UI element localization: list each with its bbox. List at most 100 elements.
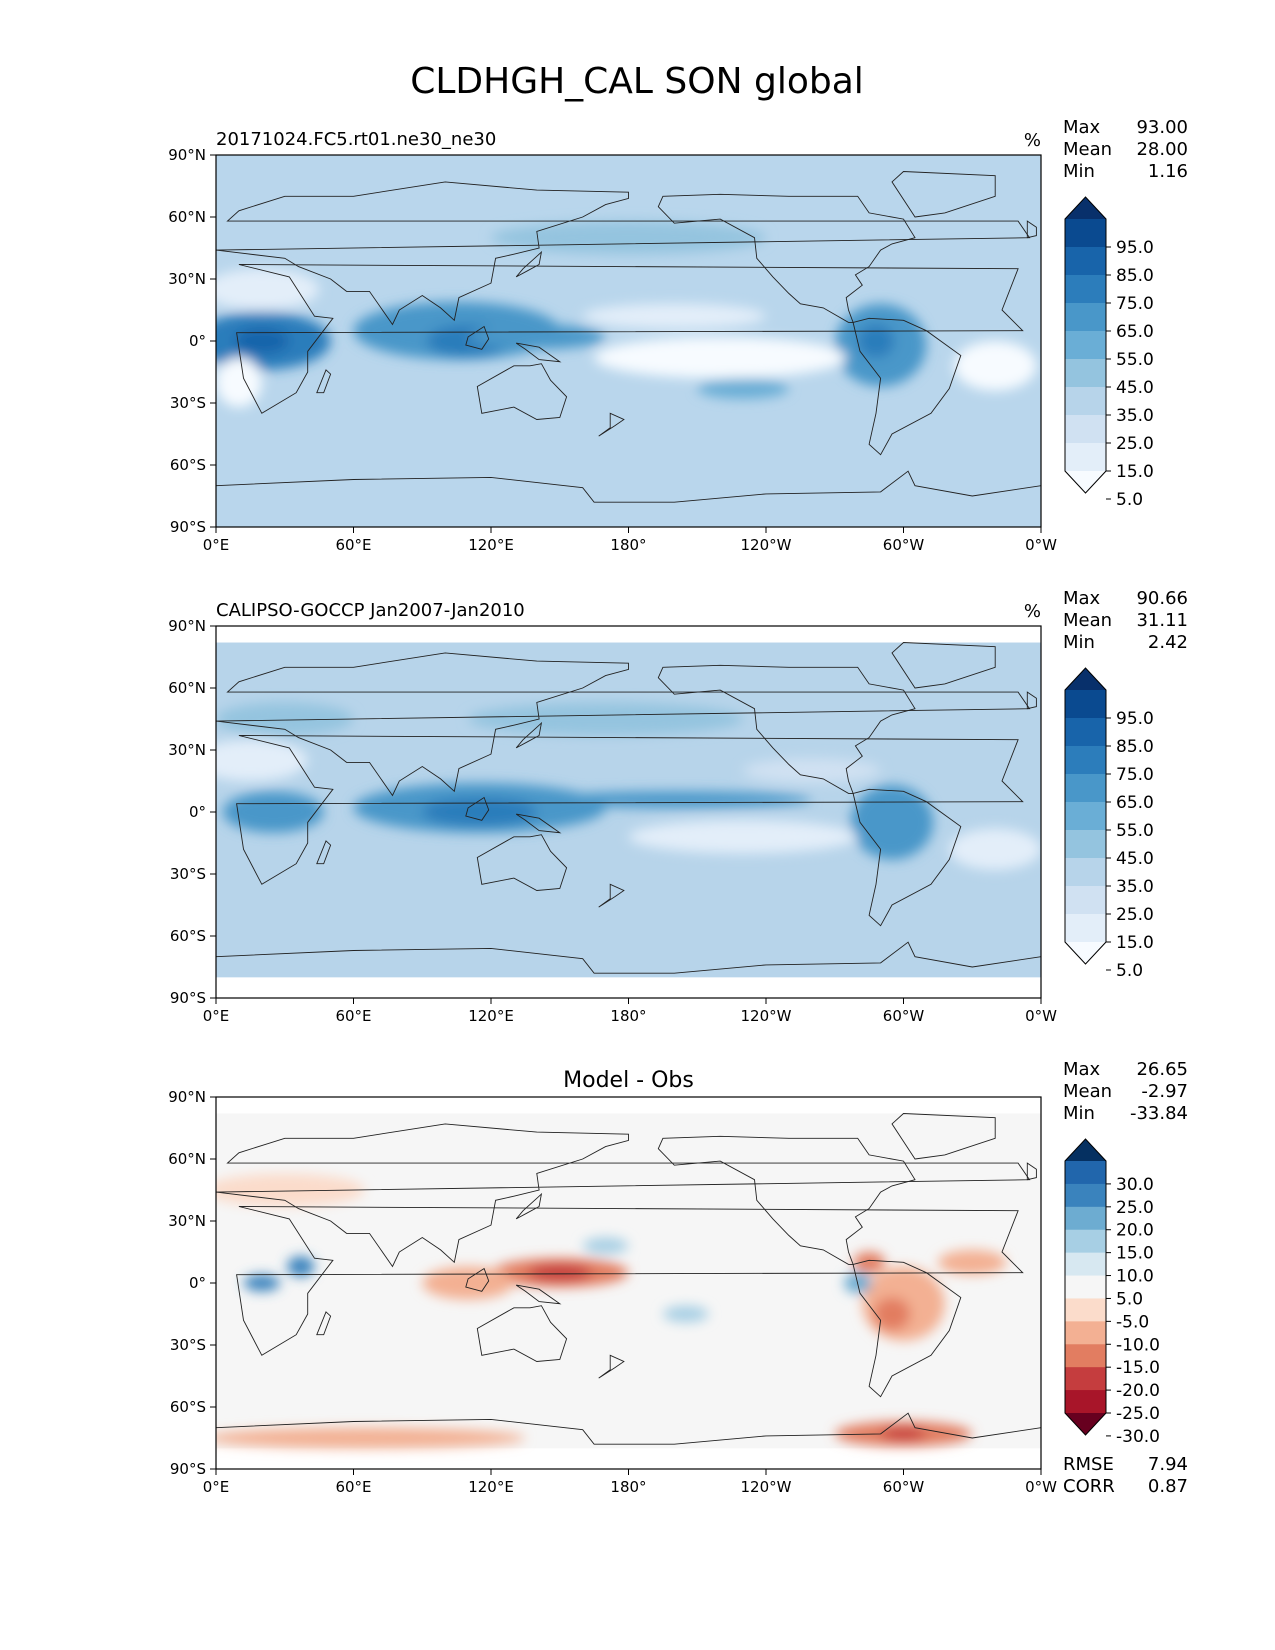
colorbar-label: 5.0 bbox=[1116, 961, 1143, 981]
colorbar-label: -5.0 bbox=[1116, 1312, 1149, 1332]
colorbar-segment bbox=[1065, 415, 1106, 444]
colorbar-segment bbox=[1065, 1321, 1106, 1345]
field-pattern bbox=[287, 1256, 315, 1277]
coastline bbox=[515, 813, 562, 834]
colorbar-label: -30.0 bbox=[1116, 1427, 1160, 1447]
coastline bbox=[216, 470, 1041, 527]
y-tick-label: 30°S bbox=[170, 394, 206, 412]
x-tick-label: 120°W bbox=[741, 536, 792, 554]
x-tick-label: 120°E bbox=[468, 1478, 514, 1496]
colorbar-segment bbox=[1065, 802, 1106, 831]
colorbar-label: 95.0 bbox=[1116, 709, 1154, 729]
colorbar-segment bbox=[1065, 1367, 1106, 1391]
y-tick-label: 0° bbox=[189, 332, 206, 350]
stat-label: Mean bbox=[1063, 1081, 1112, 1102]
stat-value: 28.00 bbox=[1136, 139, 1188, 160]
field-pattern bbox=[873, 1297, 911, 1331]
coastlines bbox=[216, 1113, 1041, 1469]
colorbar-extend-bottom bbox=[1065, 942, 1106, 964]
coastline bbox=[476, 834, 568, 891]
stat-label: Mean bbox=[1063, 610, 1112, 631]
coastline bbox=[216, 652, 1031, 797]
colorbar-label: 35.0 bbox=[1116, 406, 1154, 426]
field-pattern bbox=[468, 324, 606, 350]
y-tick-label: 30°N bbox=[168, 1212, 206, 1230]
colorbar-label: 55.0 bbox=[1116, 821, 1154, 841]
colorbar-segment bbox=[1065, 275, 1106, 304]
colorbar-label: 85.0 bbox=[1116, 266, 1154, 286]
field-pattern bbox=[937, 1249, 1007, 1275]
colorbar-segment bbox=[1065, 774, 1106, 803]
coastline bbox=[515, 721, 543, 749]
field-patterns bbox=[216, 702, 1041, 870]
stat-value: 1.16 bbox=[1148, 161, 1188, 182]
colorbar-label: 5.0 bbox=[1116, 1289, 1143, 1309]
coastline bbox=[1026, 691, 1037, 710]
x-tick-label: 60°E bbox=[335, 1007, 371, 1025]
stat-value: 93.00 bbox=[1136, 117, 1188, 138]
field-pattern bbox=[850, 785, 934, 860]
stat-label: Max bbox=[1063, 117, 1101, 138]
coastline bbox=[598, 883, 625, 908]
colorbar: 30.0 25.0 20.0 15.0 10.05.0 -5.0 -10.0 -15.0 -20… bbox=[1064, 1138, 1160, 1447]
coastline bbox=[465, 325, 490, 350]
y-tick-label: 30°N bbox=[168, 741, 206, 759]
y-tick-label: 90°S bbox=[170, 1460, 206, 1478]
field-pattern bbox=[216, 1427, 526, 1449]
stat-label: Max bbox=[1063, 588, 1101, 609]
field-pattern bbox=[216, 702, 354, 736]
colorbar-label: 55.0 bbox=[1116, 350, 1154, 370]
colorbar-segment bbox=[1065, 690, 1106, 719]
colorbar-label: 25.0 bbox=[1116, 905, 1154, 925]
stat-label: Max bbox=[1063, 1059, 1101, 1080]
y-tick-label: 90°S bbox=[170, 989, 206, 1007]
colorbar-segment bbox=[1065, 1390, 1106, 1414]
coastline bbox=[891, 642, 996, 689]
colorbar-segment bbox=[1065, 1275, 1106, 1299]
units-label: % bbox=[1024, 601, 1041, 622]
colorbar-segment bbox=[1065, 1344, 1106, 1368]
coastline bbox=[657, 664, 916, 794]
map-field bbox=[216, 642, 1041, 998]
colorbar-segment bbox=[1065, 1252, 1106, 1277]
coastline bbox=[236, 735, 1024, 885]
field-pattern bbox=[953, 341, 1037, 391]
field-pattern bbox=[582, 1237, 629, 1255]
colorbar-label: -15.0 bbox=[1116, 1358, 1160, 1378]
y-tick-label: 60°N bbox=[168, 208, 206, 226]
coastline bbox=[465, 1267, 490, 1292]
colorbar-segment bbox=[1065, 1298, 1106, 1322]
colorbar-extend-bottom bbox=[1065, 1413, 1106, 1435]
field-pattern bbox=[422, 1266, 514, 1300]
y-tick-label: 60°S bbox=[170, 1398, 206, 1416]
coastline bbox=[515, 342, 562, 363]
field-pattern bbox=[216, 357, 262, 408]
panel-test: 0°E 60°E 120°E 180° 120°W 60°W 0°W 90°N 60°N 30°N… bbox=[168, 117, 1188, 554]
y-tick-label: 90°S bbox=[170, 518, 206, 536]
field-pattern bbox=[697, 378, 789, 399]
coastline bbox=[852, 788, 962, 927]
colorbar-label: 25.0 bbox=[1116, 1198, 1154, 1218]
field-pattern bbox=[536, 791, 812, 808]
x-tick-label: 180° bbox=[610, 1007, 646, 1025]
y-tick-label: 0° bbox=[189, 803, 206, 821]
y-tick-label: 90°N bbox=[168, 146, 206, 164]
stat-value: 2.42 bbox=[1148, 632, 1188, 653]
x-tick-label: 60°W bbox=[883, 1478, 925, 1496]
colorbar-segment bbox=[1065, 830, 1106, 859]
field-pattern bbox=[628, 820, 858, 854]
field-pattern bbox=[853, 1252, 886, 1273]
field-pattern bbox=[234, 328, 290, 354]
colorbar-extend-top bbox=[1065, 197, 1106, 219]
panel-difference: 0°E 60°E 120°E 180° 120°W 60°W 0°W 90°N 60°N 30°N… bbox=[168, 1059, 1188, 1497]
colorbar-label: 75.0 bbox=[1116, 765, 1154, 785]
map-field bbox=[216, 155, 1041, 527]
x-tick-label: 120°W bbox=[741, 1007, 792, 1025]
field-pattern bbox=[216, 268, 320, 310]
coastline bbox=[891, 1113, 996, 1160]
y-tick-label: 30°N bbox=[168, 270, 206, 288]
colorbar-label: 75.0 bbox=[1116, 294, 1154, 314]
colorbar-segment bbox=[1065, 1161, 1106, 1185]
colorbar-label: 15.0 bbox=[1116, 1244, 1154, 1264]
